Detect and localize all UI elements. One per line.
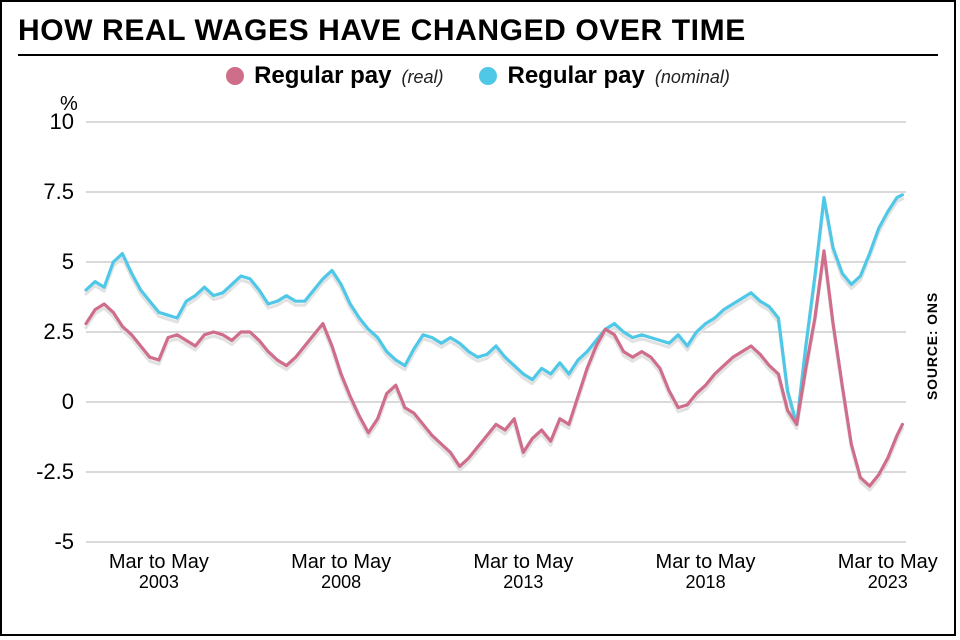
svg-text:5: 5 [62,249,74,274]
legend-sublabel-nominal: (nominal) [655,67,730,88]
chart-area: -5-2.502.557.510%Mar to May2003Mar to Ma… [18,92,938,612]
svg-text:Mar to May: Mar to May [656,551,756,573]
svg-text:0: 0 [62,389,74,414]
legend-dot-nominal-icon [479,67,497,85]
title-divider [18,54,938,56]
legend-item-nominal: Regular pay (nominal) [479,62,729,90]
legend-label-nominal: Regular pay [507,62,644,90]
svg-text:7.5: 7.5 [43,179,74,204]
legend-dot-real-icon [226,67,244,85]
svg-text:2023: 2023 [868,572,908,592]
svg-text:%: % [60,93,78,115]
svg-text:2008: 2008 [321,572,361,592]
chart-card: HOW REAL WAGES HAVE CHANGED OVER TIME Re… [0,0,956,636]
svg-text:Mar to May: Mar to May [109,551,209,573]
source-label: SOURCE: ONS [924,292,940,400]
legend-sublabel-real: (real) [401,67,443,88]
svg-text:2013: 2013 [503,572,543,592]
line-chart-svg: -5-2.502.557.510%Mar to May2003Mar to Ma… [18,92,938,612]
svg-text:-2.5: -2.5 [36,459,74,484]
svg-text:2.5: 2.5 [43,319,74,344]
legend-label-real: Regular pay [254,62,391,90]
chart-legend: Regular pay (real) Regular pay (nominal) [18,62,938,90]
svg-text:-5: -5 [54,529,74,554]
svg-text:2018: 2018 [686,572,726,592]
svg-text:Mar to May: Mar to May [473,551,573,573]
svg-text:2003: 2003 [139,572,179,592]
chart-title: HOW REAL WAGES HAVE CHANGED OVER TIME [18,12,938,54]
legend-item-real: Regular pay (real) [226,62,443,90]
svg-text:Mar to May: Mar to May [838,551,938,573]
svg-text:Mar to May: Mar to May [291,551,391,573]
